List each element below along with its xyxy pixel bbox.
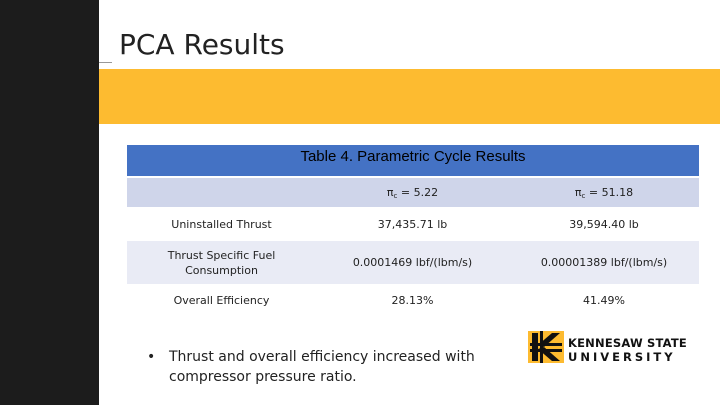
table-row-uninstalled-thrust: Uninstalled Thrust 37,435.71 lb 39,594.4… <box>127 207 699 240</box>
table-header-row: πc = 5.22 πc = 51.18 <box>127 176 699 208</box>
row-label-line-1: Thrust Specific Fuel <box>167 248 276 262</box>
logo-text-line-1: KENNESAW STATE <box>568 336 687 350</box>
pi-symbol: π <box>386 185 394 199</box>
bullet-icon: • <box>147 349 156 365</box>
row-label: Uninstalled Thrust <box>127 207 316 240</box>
ksu-logo: KENNESAW STATE UNIVERSITY <box>526 327 687 369</box>
slide-title: PCA Results <box>119 28 285 61</box>
pi-subscript: c <box>393 191 398 200</box>
bullet-line-2: compressor pressure ratio. <box>169 369 357 385</box>
slide: PCA Results Table 4. Parametric Cycle Re… <box>99 0 720 405</box>
table-cell: 39,594.40 lb <box>509 207 699 240</box>
header-value: = 51.18 <box>585 185 634 199</box>
bullet-point: • Thrust and overall efficiency increase… <box>147 347 529 387</box>
gold-accent-band <box>99 69 720 124</box>
pi-subscript: c <box>581 191 586 200</box>
bullet-line-1: Thrust and overall efficiency increased … <box>169 349 475 365</box>
header-empty-cell <box>127 176 316 208</box>
table-cell: 0.00001389 lbf/(lbm/s) <box>509 239 699 285</box>
pi-symbol: π <box>574 185 582 199</box>
row-label: Thrust Specific Fuel Consumption <box>127 239 316 285</box>
table-cell: 0.0001469 lbf/(lbm/s) <box>316 239 509 285</box>
results-table: πc = 5.22 πc = 51.18 Uninstalled Thrust … <box>127 176 699 314</box>
table-cell: 37,435.71 lb <box>316 207 509 240</box>
table-row-overall-efficiency: Overall Efficiency 28.13% 41.49% <box>127 284 699 314</box>
table-cell: 41.49% <box>509 284 699 314</box>
row-label: Overall Efficiency <box>127 284 316 314</box>
left-dark-bar <box>0 0 99 405</box>
results-table-container: Table 4. Parametric Cycle Results πc = 5… <box>127 145 699 314</box>
header-cell-case-2: πc = 51.18 <box>509 176 699 208</box>
header-value: = 5.22 <box>397 185 439 199</box>
title-divider <box>99 62 112 63</box>
header-cell-case-1: πc = 5.22 <box>316 176 509 208</box>
row-label-line-2: Consumption <box>185 263 258 277</box>
table-cell: 28.13% <box>316 284 509 314</box>
logo-text-line-2: UNIVERSITY <box>568 350 676 364</box>
ksu-k-mark-icon <box>528 331 564 363</box>
table-caption: Table 4. Parametric Cycle Results <box>127 145 699 176</box>
table-row-tsfc: Thrust Specific Fuel Consumption 0.00014… <box>127 239 699 285</box>
